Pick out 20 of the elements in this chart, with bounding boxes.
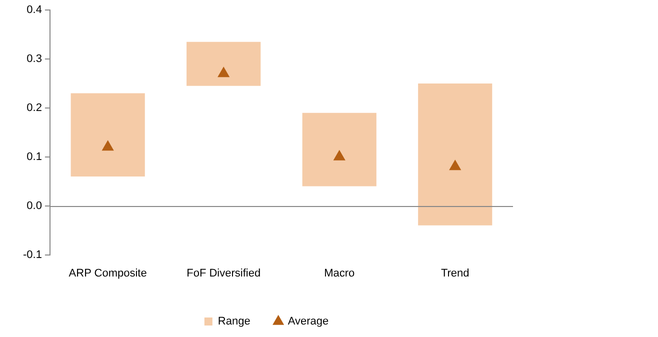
point <box>449 160 461 170</box>
x-tick-label: Macro <box>324 267 355 280</box>
legend-label: Average <box>288 316 329 328</box>
bar <box>418 83 492 226</box>
y-tick-label: 0.3 <box>26 52 42 65</box>
x-tick-label: ARP Composite <box>68 267 147 280</box>
bar <box>70 93 145 176</box>
y-tick-label: 0.0 <box>26 200 42 212</box>
x-tick-label: FoF Diversified <box>186 267 261 280</box>
bar <box>302 112 376 186</box>
point <box>218 67 230 78</box>
bar <box>186 42 261 86</box>
point <box>102 140 114 151</box>
y-tick-label: 0.2 <box>26 102 42 114</box>
y-tick-label: -0.1 <box>22 248 42 261</box>
point <box>334 150 346 160</box>
legend-label: Range <box>218 316 250 328</box>
y-tick-label: 0.4 <box>26 4 42 16</box>
x-tick-label: Trend <box>440 267 470 280</box>
y-tick-label: 0.1 <box>26 150 42 163</box>
